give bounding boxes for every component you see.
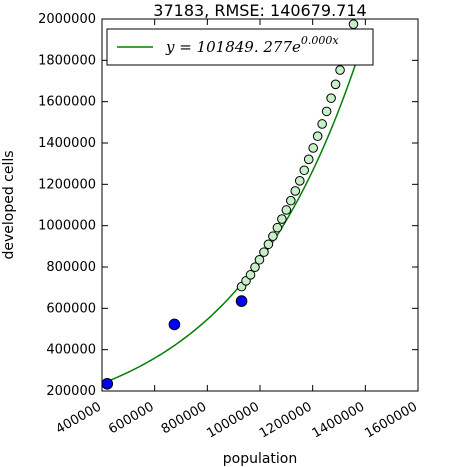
legend-entry-fit: y = 101849. 277e0.000x	[165, 34, 339, 56]
legend-superscript: 0.000x	[301, 34, 339, 47]
projected-point	[281, 205, 292, 215]
projected-point	[272, 222, 283, 233]
y-axis-label: developed cells	[1, 150, 17, 259]
y-tick-label: 400000	[46, 343, 96, 358]
projected-point	[286, 195, 296, 206]
projected-point	[245, 270, 256, 280]
legend-main-text: y = 101849. 277e	[165, 38, 301, 56]
projected-point	[317, 119, 327, 129]
observed-point	[235, 295, 248, 307]
x-tick-label: 1200000	[257, 399, 315, 441]
projected-point	[268, 231, 278, 242]
observed-point	[102, 377, 114, 390]
y-tick-label: 1000000	[38, 219, 96, 234]
projected-point	[290, 186, 301, 196]
x-tick-label: 1000000	[204, 399, 262, 441]
projected-point	[326, 93, 336, 103]
x-tick-label: 1600000	[362, 399, 420, 441]
y-tick-label: 600000	[46, 301, 96, 316]
projected-point	[259, 247, 269, 257]
projected-point	[348, 19, 359, 29]
y-tick-label: 1400000	[38, 136, 96, 151]
y-tick-labels: 200000 400000 600000 800000 1000000 1200000 14…	[38, 12, 96, 399]
x-tick-labels: 400000 600000 8000001000000120000014000001…	[54, 399, 420, 441]
projected-point	[254, 254, 265, 265]
projected-point	[299, 165, 310, 176]
tick-marks	[101, 18, 419, 392]
x-axis-label: population	[223, 451, 298, 467]
projected-point	[335, 65, 345, 75]
projected-point	[277, 214, 287, 224]
y-tick-label: 200000	[46, 384, 96, 399]
projected-point	[303, 154, 314, 165]
y-tick-label: 1200000	[38, 177, 96, 192]
projected-point	[250, 262, 260, 273]
projected-point	[312, 131, 323, 141]
y-tick-label: 1800000	[38, 53, 96, 68]
observed-point	[168, 318, 181, 331]
x-tick-label: 800000	[159, 399, 209, 437]
projected-point	[263, 239, 274, 250]
y-tick-label: 2000000	[38, 12, 96, 27]
fit-layer	[106, 29, 368, 383]
projected-point	[330, 79, 341, 90]
projected-point	[308, 143, 318, 153]
x-tick-label: 400000	[54, 399, 104, 437]
projected-point	[294, 176, 305, 186]
fit-curve	[106, 29, 368, 383]
chart-title: 37183, RMSE: 140679.714	[153, 1, 366, 20]
y-tick-label: 800000	[46, 260, 96, 275]
x-tick-label: 1400000	[310, 399, 368, 441]
projected-point	[321, 106, 332, 117]
plot-frame	[101, 18, 419, 392]
y-tick-label: 1600000	[38, 95, 96, 110]
x-tick-label: 600000	[106, 399, 156, 437]
legend: y = 101849. 277e0.000x	[106, 28, 374, 66]
